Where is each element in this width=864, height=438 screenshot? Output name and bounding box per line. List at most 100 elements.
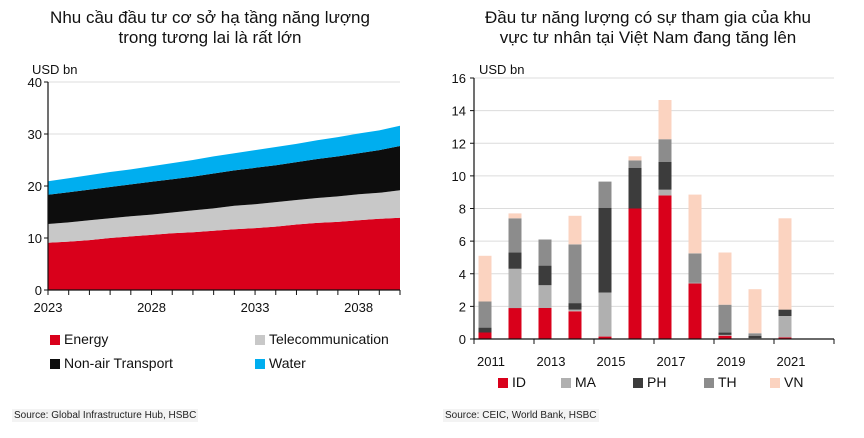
bar-vn-2019: [718, 252, 732, 305]
left-x-tick-label: 2028: [137, 300, 166, 315]
legend-swatch: [704, 378, 714, 388]
left-x-tick-label: 2023: [34, 300, 63, 315]
bar-th-2018: [688, 253, 702, 283]
right-x-tick-label: 2015: [597, 354, 626, 369]
left-title-line2: trong tương lai là rất lớn: [118, 28, 302, 47]
bar-ph-2012: [508, 252, 522, 269]
bar-th-2016: [628, 160, 642, 168]
bar-th-2013: [538, 239, 552, 266]
area-non-air-transport: [48, 146, 400, 224]
bar-vn-2018: [688, 194, 702, 254]
bar-vn-2014: [568, 215, 582, 245]
bar-id-2016: [628, 208, 642, 339]
bar-id-2021: [778, 337, 792, 339]
bar-ma-2013: [538, 285, 552, 308]
right-y-tick-label: 10: [452, 169, 466, 184]
bar-th-2011: [478, 301, 492, 328]
left-legend-item: Non-air Transport: [50, 355, 173, 371]
legend-swatch: [498, 378, 508, 388]
legend-label: Water: [269, 355, 306, 371]
bar-id-2018: [688, 283, 702, 339]
left-legend-item: Water: [255, 355, 306, 371]
area-water: [48, 125, 400, 195]
bar-th-2020: [748, 333, 762, 336]
bar-ma-2019: [718, 334, 732, 336]
bar-ma-2014: [568, 309, 582, 312]
left-source: Source: Global Infrastructure Hub, HSBC: [12, 409, 199, 422]
left-legend-item: Telecommunication: [255, 331, 389, 347]
right-y-tick-label: 12: [452, 136, 466, 151]
right-title-line2: vực tư nhân tại Việt Nam đang tăng lên: [499, 28, 797, 47]
bar-id-2011: [478, 332, 492, 339]
bar-ph-2016: [628, 167, 642, 209]
left-x-tick-label: 2033: [241, 300, 270, 315]
bar-ph-2013: [538, 265, 552, 286]
bar-vn-2012: [508, 213, 522, 219]
bar-th-2019: [718, 304, 732, 333]
bar-th-2017: [658, 139, 672, 162]
bar-id-2012: [508, 308, 522, 339]
legend-label: Telecommunication: [269, 331, 389, 347]
bar-ma-2015: [598, 292, 612, 337]
bar-ph-2017: [658, 162, 672, 190]
left-area-series: [48, 125, 400, 290]
bar-vn-2017: [658, 100, 672, 140]
left-y-tick-label: 0: [35, 283, 42, 298]
legend-swatch: [561, 378, 571, 388]
bar-id-2017: [658, 195, 672, 339]
right-legend-item: TH: [704, 374, 737, 390]
bar-ph-2015: [598, 207, 612, 293]
area-energy: [48, 217, 400, 290]
bar-id-2019: [718, 335, 732, 339]
left-y-tick-label: 30: [28, 127, 42, 142]
bar-ph-2021: [778, 309, 792, 317]
left-legend-item: Energy: [50, 331, 108, 347]
legend-swatch: [633, 378, 643, 388]
right-legend-item: ID: [498, 374, 526, 390]
bar-ph-2014: [568, 303, 582, 310]
legend-label: Non-air Transport: [64, 355, 173, 371]
legend-label: TH: [718, 374, 737, 390]
right-x-tick-label: 2019: [717, 354, 746, 369]
area-telecommunication: [48, 190, 400, 243]
left-y-unit: USD bn: [32, 62, 78, 77]
right-legend-item: MA: [561, 374, 596, 390]
left-y-tick-label: 40: [28, 75, 42, 90]
bar-id-2014: [568, 311, 582, 339]
right-x-tick-label: 2011: [477, 354, 505, 369]
bar-id-2015: [598, 336, 612, 339]
right-y-tick-label: 6: [459, 234, 466, 249]
right-y-unit: USD bn: [479, 62, 525, 77]
right-y-tick-label: 14: [452, 104, 466, 119]
bar-vn-2011: [478, 255, 492, 302]
bar-ma-2017: [658, 189, 672, 196]
right-bar-series: [478, 100, 792, 339]
right-y-tick-label: 16: [452, 71, 466, 86]
bar-th-2014: [568, 244, 582, 304]
left-axes: 0 10 20 30 40 2023 2028 2033 2038: [28, 75, 401, 315]
legend-label: MA: [575, 374, 596, 390]
bar-vn-2020: [748, 289, 762, 334]
right-y-tick-label: 8: [459, 202, 466, 217]
left-x-tick-label: 2038: [344, 300, 373, 315]
right-legend-item: VN: [770, 374, 803, 390]
right-y-tick-label: 4: [459, 267, 466, 282]
legend-label: PH: [647, 374, 667, 390]
left-chart-title: Nhu cầu đầu tư cơ sở hạ tầng năng lượng …: [0, 8, 420, 48]
right-axes: 0 2 4 6 8 10 12 14 16 2011 2013 2015 2017 2019 2021: [452, 71, 835, 369]
bar-ph-2019: [718, 332, 732, 335]
bar-id-2013: [538, 308, 552, 339]
right-y-tick-label: 0: [459, 332, 466, 347]
legend-label: Energy: [64, 331, 109, 347]
bar-ma-2021: [778, 316, 792, 338]
bar-th-2015: [598, 181, 612, 208]
right-y-tick-label: 2: [459, 299, 466, 314]
right-source: Source: CEIC, World Bank, HSBC: [443, 409, 599, 422]
legend-swatch: [50, 359, 60, 369]
bar-vn-2016: [628, 156, 642, 161]
bar-ma-2012: [508, 268, 522, 309]
bar-ph-2020: [748, 335, 762, 339]
left-y-tick-label: 20: [28, 179, 42, 194]
left-title-line1: Nhu cầu đầu tư cơ sở hạ tầng năng lượng: [50, 8, 370, 27]
